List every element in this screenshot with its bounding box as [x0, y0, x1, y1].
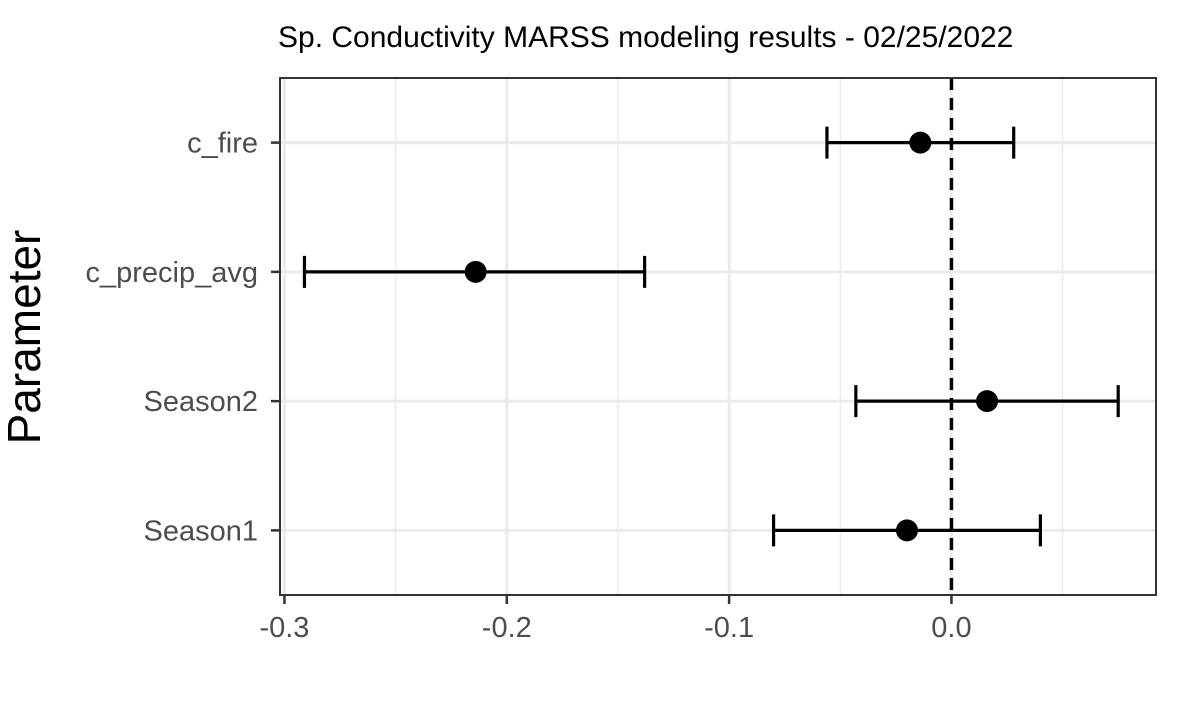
point-Season1: [895, 519, 918, 542]
axis-layer: -0.3 -0.2 -0.1 0.0 c_fire c_precip_avg Season2…: [86, 128, 972, 644]
y-tick-label: Season2: [144, 386, 259, 418]
x-tick-label: -0.1: [704, 612, 754, 644]
grid-layer: [280, 78, 1156, 595]
point-Season2: [976, 390, 999, 413]
x-tick-label: 0.0: [931, 612, 971, 644]
x-tick-label: -0.2: [482, 612, 532, 644]
data-layer: [302, 126, 1120, 547]
x-tick-label: -0.3: [259, 612, 309, 644]
point-c_precip_avg: [464, 260, 487, 283]
y-axis-title: Parameter: [0, 230, 50, 445]
y-tick-label: c_fire: [187, 128, 258, 160]
y-tick-label: Season1: [144, 515, 259, 547]
chart-title: Sp. Conductivity MARSS modeling results …: [278, 21, 1013, 54]
point-c_fire: [909, 131, 932, 154]
y-tick-label: c_precip_avg: [86, 257, 259, 289]
panel-border: [279, 77, 1157, 596]
